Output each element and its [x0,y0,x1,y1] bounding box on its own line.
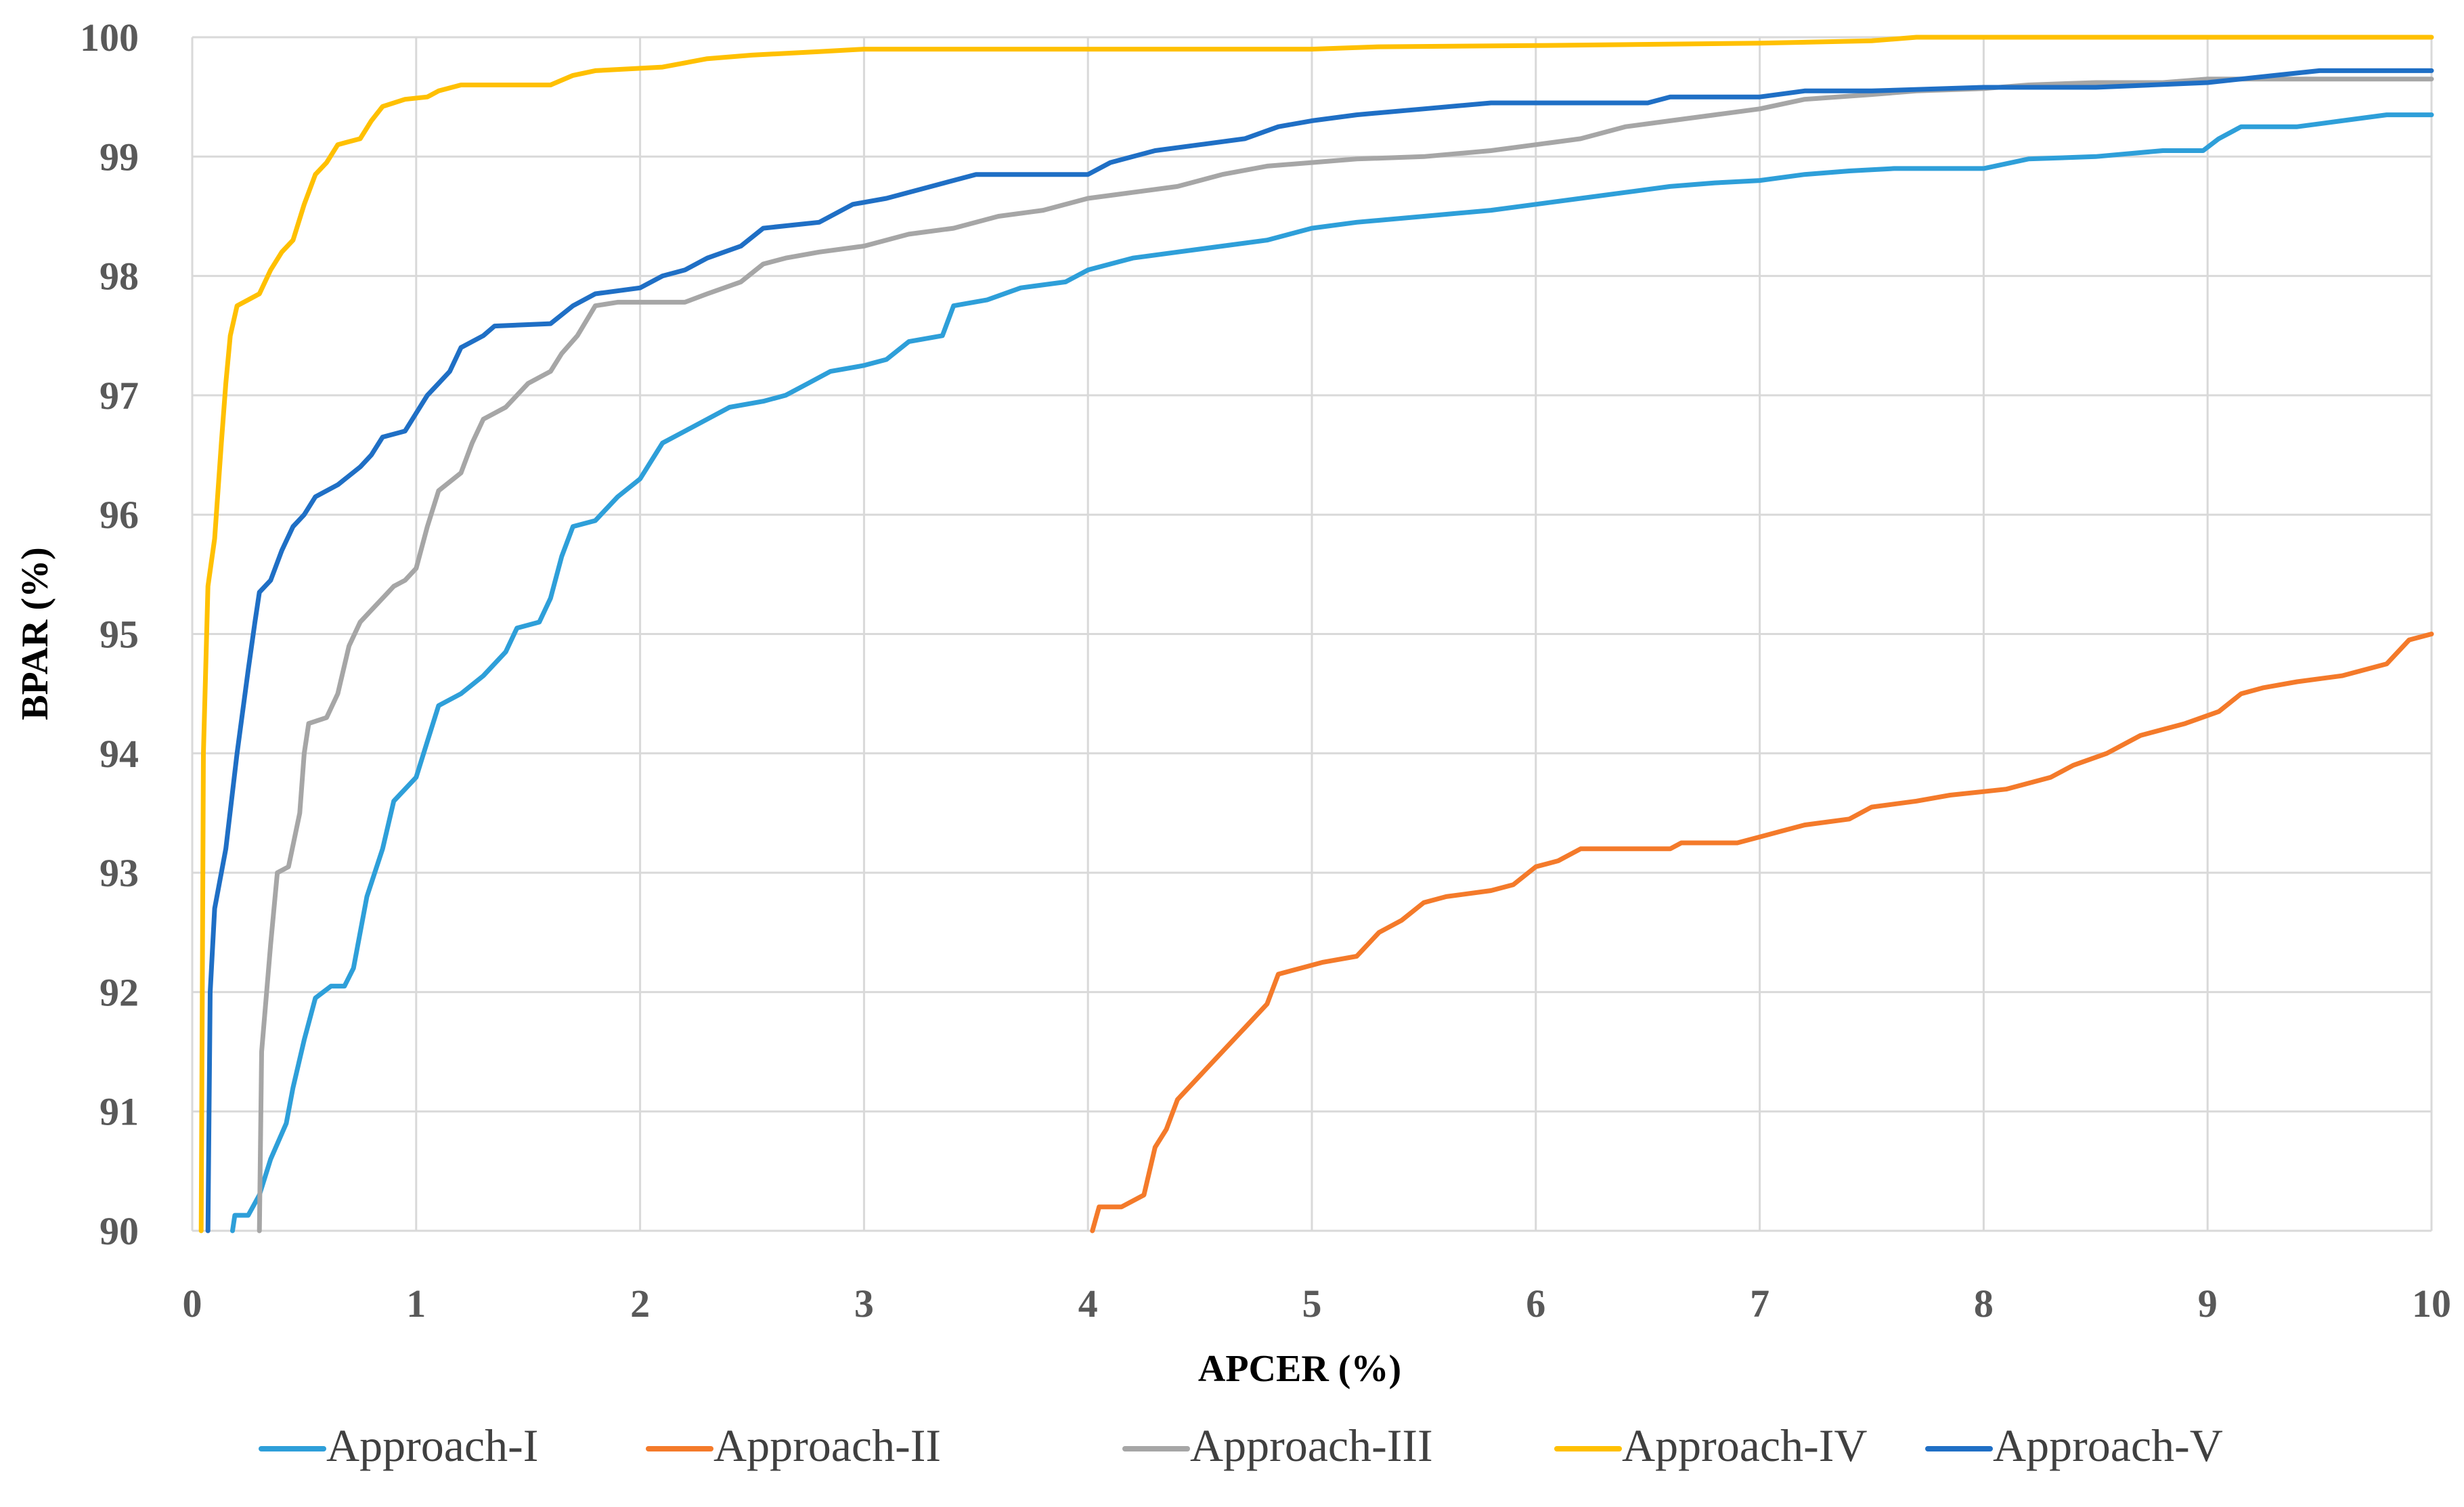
x-tick-label-8: 8 [1974,1282,1994,1326]
x-tick-label-7: 7 [1750,1282,1769,1326]
y-tick-label-10: 100 [80,16,139,60]
legend: Approach-I Approach-II Approach-III Approac… [259,1420,2223,1471]
x-tick-label-1: 1 [406,1282,426,1326]
x-tick-label-5: 5 [1302,1282,1322,1326]
x-tick-label-9: 9 [2198,1282,2218,1326]
y-tick-label-0: 90 [100,1209,139,1253]
x-tick-label-4: 4 [1078,1282,1098,1326]
y-tick-label-4: 94 [100,732,139,776]
x-axis-title: APCER (%) [1198,1348,1401,1390]
y-tick-label-1: 91 [100,1090,139,1134]
series-line-approach-i [230,112,2434,1233]
series-line-approach-v [205,68,2434,1233]
series-lines [198,35,2434,1233]
x-tick-label-6: 6 [1526,1282,1545,1326]
series-line-approach-iii [257,77,2434,1233]
y-tick-label-6: 96 [100,493,139,537]
y-tick-label-8: 98 [100,255,139,299]
legend-label-approach-iv: Approach-IV [1622,1420,1868,1471]
gridlines [191,36,2433,1232]
legend-label-approach-v: Approach-V [1993,1420,2223,1471]
series-line-approach-iv [198,35,2434,1233]
tick-labels: 0 1 2 3 4 5 6 7 8 9 10 90 91 92 93 94 95 96 97 98 99 100 [80,16,2451,1326]
y-tick-label-7: 97 [100,374,139,418]
x-tick-label-3: 3 [854,1282,874,1326]
series-line-approach-ii [1090,632,2434,1233]
x-tick-label-10: 10 [2412,1282,2451,1326]
y-tick-label-2: 92 [100,970,139,1014]
y-tick-label-5: 95 [100,613,139,657]
y-tick-label-9: 99 [100,135,139,179]
x-tick-label-2: 2 [630,1282,650,1326]
x-tick-label-0: 0 [183,1282,202,1326]
legend-label-approach-ii: Approach-II [713,1420,941,1471]
y-tick-label-3: 93 [100,851,139,895]
y-axis-title: BPAR (%) [14,547,56,720]
legend-label-approach-i: Approach-I [326,1420,538,1471]
legend-label-approach-iii: Approach-III [1190,1420,1433,1471]
